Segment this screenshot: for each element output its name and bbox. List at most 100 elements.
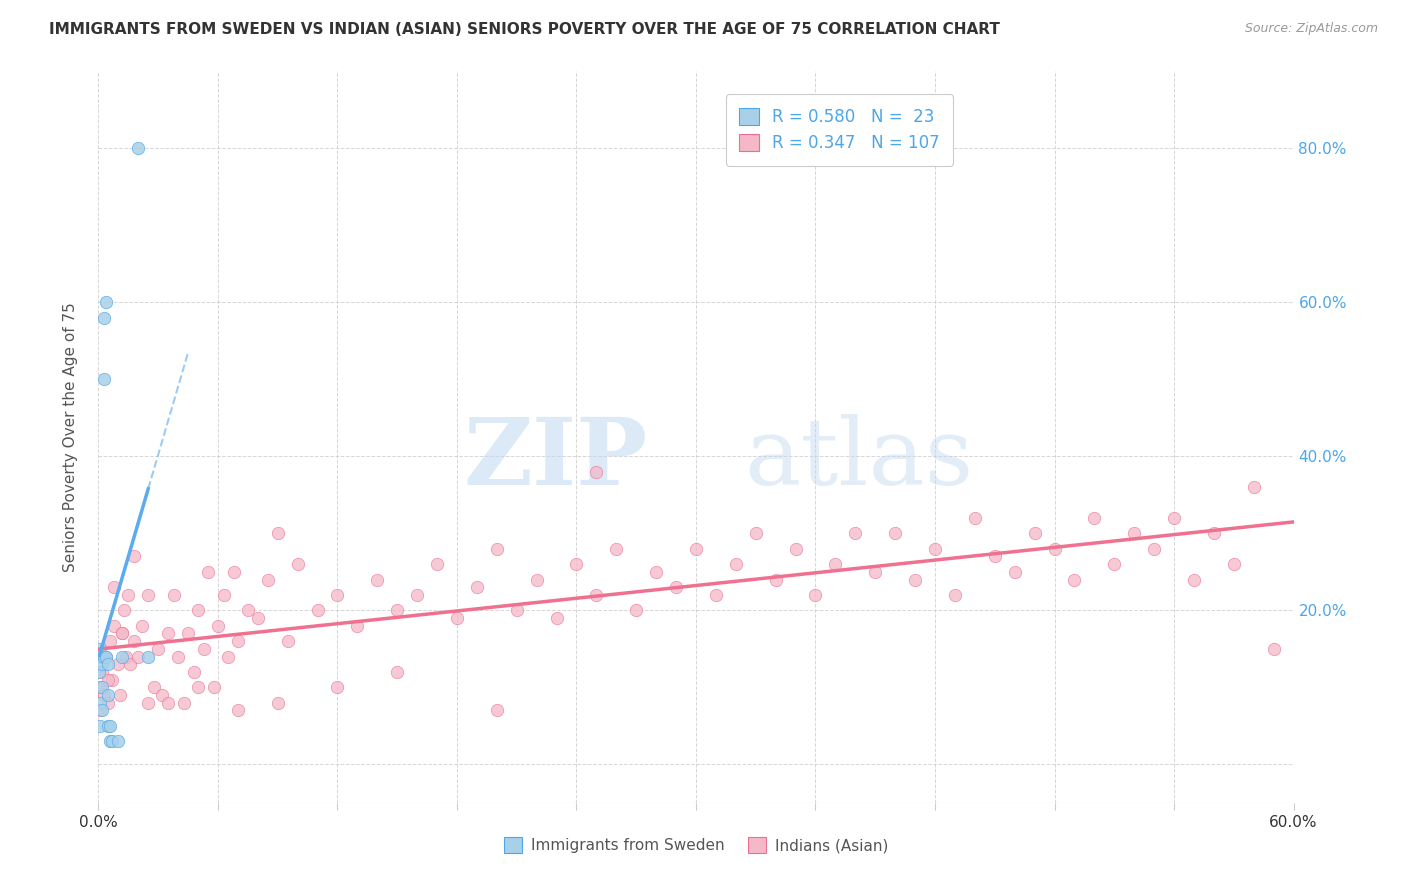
Point [1143, 541, 1166, 556]
Point [1263, 641, 1285, 656]
Point [645, 565, 668, 579]
Text: atlas: atlas [744, 414, 973, 504]
Point [89, 696, 111, 710]
Point [150, 688, 173, 702]
Point [326, 681, 349, 695]
Point [127, 141, 149, 155]
Point [187, 603, 209, 617]
Point [1024, 526, 1046, 541]
Point [256, 573, 278, 587]
Point [148, 641, 170, 656]
Point [724, 557, 747, 571]
Point [97, 719, 120, 733]
Point [115, 649, 138, 664]
Point [1004, 565, 1026, 579]
Point [110, 688, 132, 702]
Point [426, 557, 449, 571]
Point [236, 603, 259, 617]
Point [167, 649, 190, 664]
Point [96, 649, 118, 664]
Point [685, 541, 707, 556]
Legend: Immigrants from Sweden, Indians (Asian): Immigrants from Sweden, Indians (Asian) [496, 830, 896, 861]
Text: Source: ZipAtlas.com: Source: ZipAtlas.com [1244, 22, 1378, 36]
Point [1123, 526, 1146, 541]
Point [1063, 573, 1085, 587]
Point [217, 649, 239, 664]
Point [101, 734, 124, 748]
Point [222, 565, 245, 579]
Point [93, 649, 115, 664]
Point [101, 673, 124, 687]
Point [804, 588, 827, 602]
Point [96, 649, 118, 664]
Point [904, 573, 927, 587]
Point [1163, 511, 1185, 525]
Point [89, 641, 111, 656]
Point [277, 634, 299, 648]
Point [107, 657, 129, 672]
Point [1243, 480, 1265, 494]
Point [173, 696, 195, 710]
Point [183, 665, 205, 679]
Point [103, 618, 125, 632]
Point [605, 541, 627, 556]
Point [96, 295, 118, 310]
Point [884, 526, 907, 541]
Point [111, 649, 134, 664]
Point [485, 541, 508, 556]
Point [844, 526, 866, 541]
Point [1083, 511, 1105, 525]
Point [824, 557, 846, 571]
Point [193, 641, 215, 656]
Point [585, 588, 607, 602]
Point [93, 372, 115, 386]
Point [157, 626, 180, 640]
Point [226, 703, 249, 717]
Point [1104, 557, 1126, 571]
Point [212, 588, 235, 602]
Point [131, 618, 153, 632]
Point [406, 588, 429, 602]
Point [207, 618, 229, 632]
Point [745, 526, 768, 541]
Point [97, 696, 120, 710]
Point [103, 580, 125, 594]
Point [90, 649, 112, 664]
Point [91, 681, 114, 695]
Point [267, 696, 290, 710]
Point [465, 580, 488, 594]
Point [765, 573, 787, 587]
Point [91, 657, 114, 672]
Point [89, 681, 111, 695]
Point [446, 611, 468, 625]
Point [704, 588, 727, 602]
Point [963, 511, 986, 525]
Point [89, 719, 111, 733]
Point [107, 734, 129, 748]
Point [984, 549, 1007, 564]
Point [89, 703, 111, 717]
Point [98, 719, 122, 733]
Point [1043, 541, 1066, 556]
Point [111, 626, 134, 640]
Point [565, 557, 588, 571]
Point [943, 588, 966, 602]
Point [385, 665, 409, 679]
Text: IMMIGRANTS FROM SWEDEN VS INDIAN (ASIAN) SENIORS POVERTY OVER THE AGE OF 75 CORR: IMMIGRANTS FROM SWEDEN VS INDIAN (ASIAN)… [49, 22, 1000, 37]
Point [97, 657, 120, 672]
Point [485, 703, 508, 717]
Point [97, 688, 120, 702]
Point [585, 465, 607, 479]
Point [307, 603, 329, 617]
Point [626, 603, 648, 617]
Point [127, 649, 149, 664]
Point [93, 310, 115, 325]
Point [98, 634, 122, 648]
Point [89, 665, 111, 679]
Point [326, 588, 349, 602]
Point [924, 541, 946, 556]
Point [157, 696, 180, 710]
Point [1182, 573, 1205, 587]
Point [143, 681, 166, 695]
Point [1202, 526, 1225, 541]
